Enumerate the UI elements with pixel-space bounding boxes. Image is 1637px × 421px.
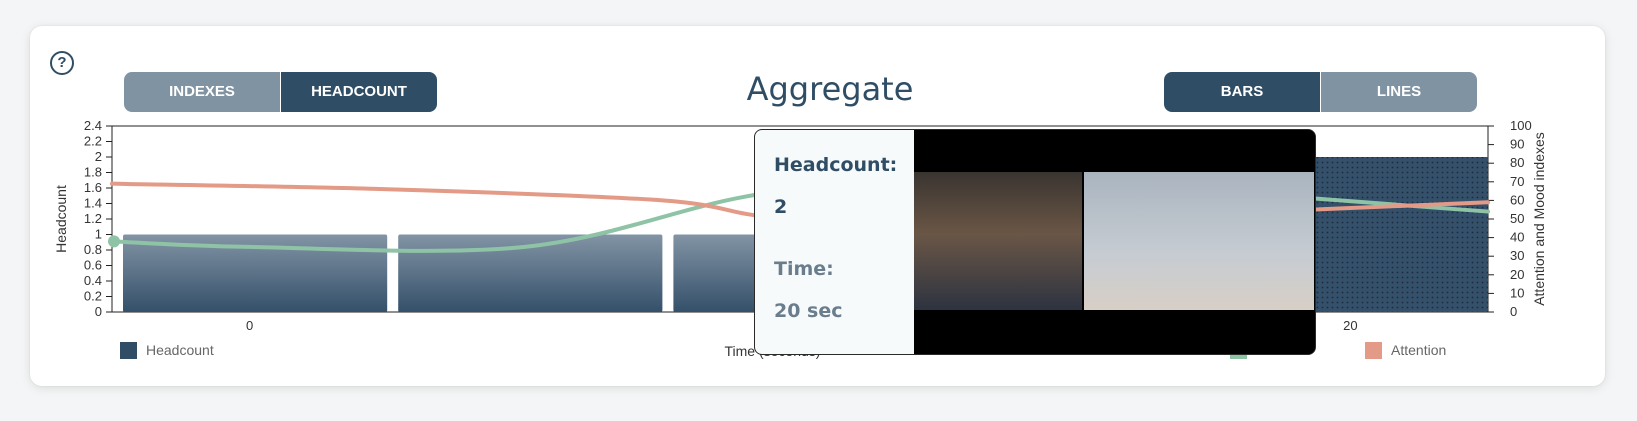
y-tick-label: 0: [95, 304, 102, 319]
legend-swatch: [120, 342, 137, 359]
tooltip-time-value: 20 sec: [774, 300, 843, 322]
legend-label: Headcount: [146, 342, 214, 358]
lines-tab[interactable]: LINES: [1320, 72, 1477, 112]
y2-tick-label: 100: [1510, 118, 1532, 133]
y-tick-label: 0.8: [84, 242, 102, 257]
y2-tick-label: 80: [1510, 155, 1524, 170]
y-tick-label: 0.4: [84, 273, 102, 288]
bars-tab[interactable]: BARS: [1164, 72, 1320, 112]
tooltip-time-label: Time:: [774, 258, 834, 280]
question-circle-icon[interactable]: ?: [50, 51, 74, 75]
tooltip-headcount-label: Headcount:: [774, 154, 898, 176]
y-tick-label: 2: [95, 149, 102, 164]
x-tick-label: 20: [1343, 318, 1357, 333]
y2-tick-label: 70: [1510, 174, 1524, 189]
tooltip-headcount-value: 2: [774, 196, 788, 218]
y-tick-label: 1: [95, 227, 102, 242]
chart-title: Aggregate: [746, 70, 914, 108]
hover-tooltip: Headcount: 2 Time: 20 sec: [754, 129, 1316, 355]
indexes-tab[interactable]: INDEXES: [124, 72, 280, 112]
y-tick-label: 1.4: [84, 196, 102, 211]
y2-tick-label: 90: [1510, 137, 1524, 152]
tooltip-info: Headcount: 2 Time: 20 sec: [755, 130, 914, 354]
y-tick-label: 2.4: [84, 118, 102, 133]
y2-tick-label: 50: [1510, 211, 1524, 226]
headcount-bar[interactable]: [398, 234, 663, 313]
legend-swatch: [1365, 342, 1382, 359]
y-tick-label: 1.2: [84, 211, 102, 226]
headcount-tab[interactable]: HEADCOUNT: [280, 72, 437, 112]
y2-axis-label: Attention and Mood indexes: [1531, 132, 1547, 306]
face-thumbnail-man: [914, 172, 1082, 310]
y2-tick-label: 0: [1510, 304, 1517, 319]
view-toggle: INDEXES HEADCOUNT: [124, 72, 437, 112]
y-tick-label: 0.6: [84, 258, 102, 273]
y2-tick-label: 40: [1510, 230, 1524, 245]
y2-tick-label: 20: [1510, 267, 1524, 282]
y-tick-label: 2.2: [84, 134, 102, 149]
y2-tick-label: 30: [1510, 248, 1524, 263]
legend-label: Attention: [1391, 342, 1446, 358]
y-tick-label: 1.8: [84, 165, 102, 180]
chart-mode-toggle: BARS LINES: [1164, 72, 1477, 112]
headcount-bar[interactable]: [123, 234, 388, 313]
mood-point[interactable]: [108, 235, 120, 248]
video-frame: [914, 130, 1315, 354]
x-tick-label: 0: [246, 318, 253, 333]
y-tick-label: 0.2: [84, 289, 102, 304]
face-thumbnail-woman: [1084, 172, 1314, 310]
y2-tick-label: 10: [1510, 285, 1524, 300]
y-axis-label: Headcount: [53, 185, 69, 253]
y-tick-label: 1.6: [84, 180, 102, 195]
y2-tick-label: 60: [1510, 192, 1524, 207]
